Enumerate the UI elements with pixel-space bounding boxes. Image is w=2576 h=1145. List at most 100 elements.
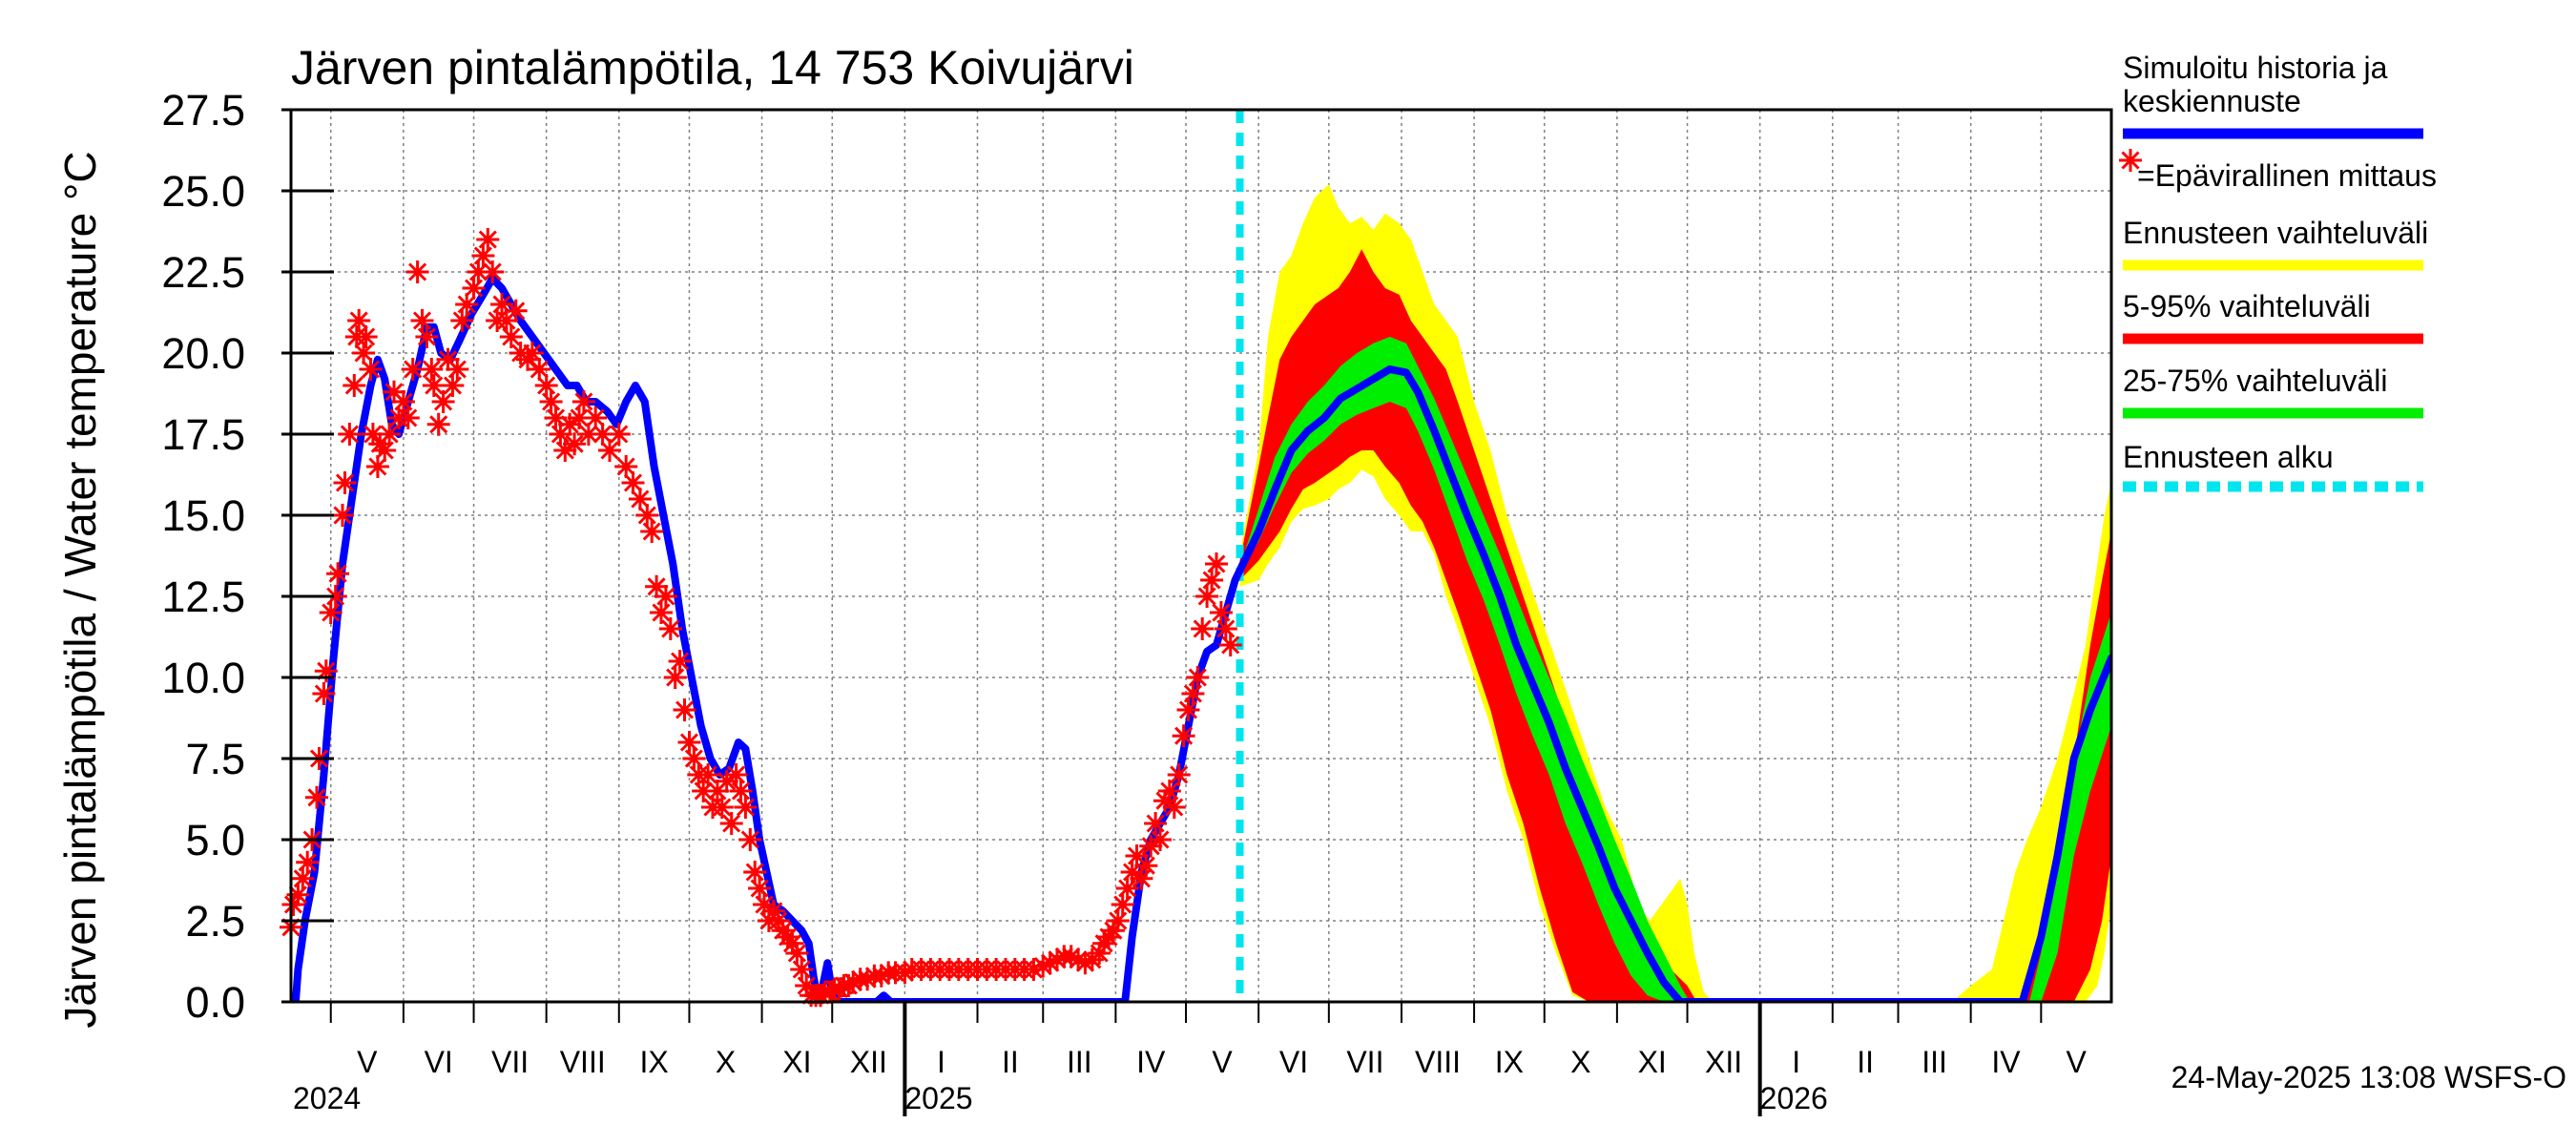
observation-marker: [1038, 951, 1062, 975]
y-tick-label: 25.0: [161, 167, 245, 216]
observation-marker: [621, 471, 645, 494]
y-tick-label: 12.5: [161, 572, 245, 621]
x-month-label: II: [1857, 1045, 1874, 1079]
observation-marker: [673, 698, 696, 721]
x-month-label: IV: [1991, 1045, 2021, 1079]
y-tick-label: 7.5: [185, 735, 245, 783]
y-tick-label: 20.0: [161, 329, 245, 378]
observation-marker: [1200, 569, 1224, 592]
observation-marker: [359, 358, 383, 381]
x-month-label: IX: [640, 1045, 669, 1079]
observation-marker: [1120, 861, 1144, 884]
observation-marker: [748, 877, 772, 900]
x-month-label: V: [357, 1045, 378, 1079]
forecast-bands: [1239, 184, 2111, 1002]
observation-marker: [558, 412, 582, 436]
observation-marker: [761, 899, 785, 923]
observation-marker: [795, 974, 819, 997]
y-tick-label: 17.5: [161, 410, 245, 459]
observation-marker: [692, 780, 716, 802]
y-tick-label: 15.0: [161, 491, 245, 540]
observation-marker: [373, 439, 397, 462]
observation-marker: [343, 374, 366, 397]
legend-label: Simuloitu historia ja: [2123, 51, 2388, 85]
mean-forecast-line: [1236, 365, 2111, 1002]
observation-marker: [365, 455, 389, 478]
x-month-label: III: [1067, 1045, 1092, 1079]
observation-marker: [766, 909, 790, 932]
observation-marker: [481, 260, 505, 283]
x-month-label: IX: [1495, 1045, 1524, 1079]
observation-marker: [724, 763, 748, 786]
observation-marker: [281, 893, 305, 916]
observation-marker: [677, 731, 701, 754]
observation-marker: [553, 439, 577, 462]
y-tick-label: 0.0: [185, 978, 245, 1027]
observation-marker: [401, 358, 425, 381]
observation-marker: [710, 796, 734, 819]
observation-marker: [663, 666, 687, 689]
observation-marker: [312, 682, 336, 705]
observation-marker: [1149, 828, 1172, 851]
observation-marker: [1153, 789, 1176, 813]
timestamp: 24-May-2025 13:08 WSFS-O: [2171, 1060, 2566, 1094]
x-month-label: I: [937, 1045, 945, 1079]
observation-marker: [715, 769, 738, 793]
observation-marker: [1191, 617, 1215, 640]
legend-label: =Epävirallinen mittaus: [2137, 158, 2437, 193]
observation-marker: [719, 812, 743, 835]
observation-marker: [450, 309, 474, 332]
band-25-75: [1239, 337, 2111, 1002]
observation-marker: [420, 358, 444, 381]
observation-marker: [635, 504, 659, 527]
observation-marker: [841, 970, 865, 994]
observation-marker: [291, 866, 315, 890]
observation-marker: [446, 358, 469, 381]
x-month-label: XI: [782, 1045, 811, 1079]
observation-marker: [333, 471, 357, 494]
observation-marker: [422, 374, 446, 397]
x-month-label: VI: [425, 1045, 453, 1079]
plot-area: [291, 110, 2111, 1002]
observation-marker: [607, 423, 631, 446]
plot-background: [291, 110, 2111, 1002]
observation-marker: [396, 406, 420, 429]
observation-marker: [1115, 877, 1139, 900]
y-tick-label: 10.0: [161, 654, 245, 702]
observation-marker: [1059, 945, 1083, 968]
x-month-label: II: [1002, 1045, 1019, 1079]
observation-marker: [790, 958, 814, 981]
observation-marker: [1073, 951, 1097, 975]
observation-marker: [499, 325, 523, 348]
observation-marker: [568, 406, 591, 429]
observation-marker: [549, 423, 572, 446]
observation-marker: [1157, 780, 1181, 802]
observation-marker: [1031, 954, 1055, 978]
x-month-label: V: [1212, 1045, 1233, 1079]
observation-marker: [645, 574, 669, 598]
y-axis-label: Järven pintalämpötila / Water temperatur…: [55, 151, 105, 1028]
observation-marker: [591, 423, 614, 446]
observation-marker: [1195, 585, 1219, 608]
y-tick-label: 22.5: [161, 248, 245, 297]
observation-marker: [391, 390, 415, 413]
band-5-95: [1239, 249, 2111, 1002]
observation-marker: [563, 432, 587, 456]
observation-marker: [467, 260, 490, 283]
x-year-label: 2026: [1760, 1081, 1828, 1115]
observation-marker: [1111, 893, 1134, 916]
x-month-label: V: [2066, 1045, 2087, 1079]
observation-marker: [682, 747, 706, 770]
observation-marker: [296, 850, 320, 874]
observation-marker: [520, 342, 544, 364]
observation-marker: [598, 439, 621, 462]
x-month-label: VIII: [560, 1045, 606, 1079]
x-month-label: XII: [1705, 1045, 1742, 1079]
observation-marker: [729, 780, 753, 802]
observation-marker: [415, 325, 439, 348]
observation-marker: [338, 423, 362, 446]
observation-marker: [614, 455, 638, 478]
observation-marker: [347, 309, 371, 332]
observation-marker: [640, 520, 664, 543]
x-axis: V VI VII VIII IX X XI XII I II III IV V VI VII VIII IX X X…: [293, 1002, 2087, 1116]
